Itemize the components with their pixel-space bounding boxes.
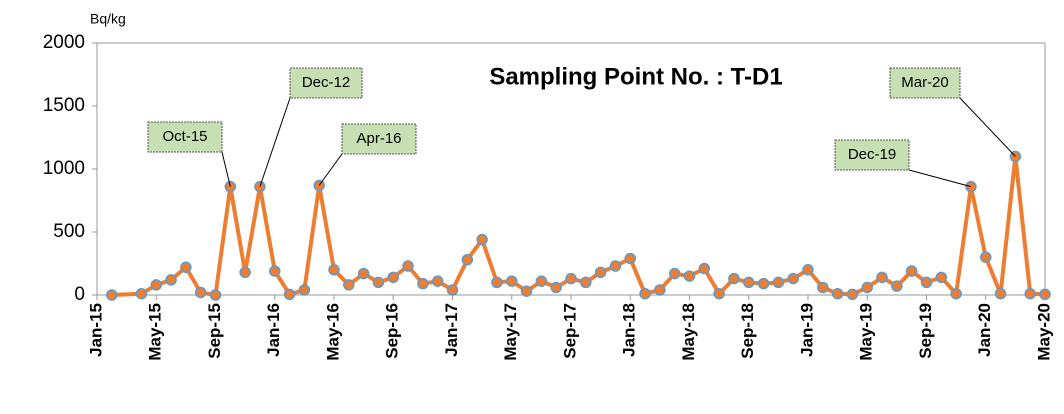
x-tick-label: Jan-18 <box>620 303 639 357</box>
data-point <box>491 276 503 289</box>
data-point <box>135 287 148 300</box>
data-point <box>668 267 681 280</box>
data-point <box>535 275 548 287</box>
data-point <box>1024 287 1036 300</box>
data-point <box>757 277 770 290</box>
data-point <box>106 289 118 301</box>
data-point <box>891 280 903 292</box>
data-point <box>165 274 177 286</box>
data-point <box>609 260 622 272</box>
data-point <box>994 287 1007 300</box>
x-tick-label: Jan-19 <box>797 303 816 357</box>
data-point <box>817 281 829 294</box>
data-point <box>476 233 488 246</box>
data-point <box>283 288 296 301</box>
data-point <box>772 276 785 289</box>
callout-leader <box>259 97 291 187</box>
x-tick-label: Jan-17 <box>442 303 461 357</box>
y-tick-label: 500 <box>53 221 85 242</box>
data-point <box>343 279 355 291</box>
data-point <box>580 276 592 289</box>
data-point <box>180 261 192 274</box>
x-tick-label: Jan-20 <box>975 303 994 357</box>
data-point <box>743 276 755 289</box>
data-point <box>239 266 251 279</box>
data-point <box>683 270 696 282</box>
callout-text: Apr-16 <box>356 130 401 147</box>
data-point <box>565 272 577 285</box>
data-point <box>728 272 740 285</box>
callout-box <box>147 121 223 153</box>
data-point <box>950 287 962 300</box>
callout-leader <box>908 169 972 188</box>
x-tick-label: May-20 <box>1034 303 1053 361</box>
callout-leader <box>318 153 343 186</box>
x-tick-label: Sep-18 <box>738 303 757 359</box>
y-tick-label: 0 <box>74 284 85 305</box>
data-point <box>787 272 799 285</box>
y-unit-label: Bq/kg <box>90 11 126 27</box>
series-line <box>111 154 1046 297</box>
callout-box <box>834 139 910 171</box>
data-point <box>846 288 859 301</box>
data-point <box>713 287 725 300</box>
y-tick-label: 2000 <box>43 32 85 53</box>
callout-leader <box>959 97 1016 157</box>
data-point <box>520 285 533 297</box>
data-point <box>920 276 933 289</box>
data-point <box>461 253 474 266</box>
data-point <box>802 264 814 276</box>
x-tick-label: May-17 <box>501 303 520 361</box>
x-tick-label: May-15 <box>146 303 165 361</box>
chart-title: Sampling Point No. : T-D1 <box>489 63 782 90</box>
data-point <box>935 271 948 284</box>
data-point <box>431 275 444 287</box>
data-point <box>654 284 666 296</box>
x-tick-label: Sep-15 <box>205 303 224 359</box>
x-tick-label: May-18 <box>679 303 698 361</box>
callout-text: Dec-19 <box>848 146 896 163</box>
callout-box <box>889 67 961 99</box>
data-point <box>417 277 429 290</box>
data-point <box>594 266 607 279</box>
x-tick-label: Jan-15 <box>86 303 105 357</box>
data-point <box>1039 288 1051 301</box>
data-point <box>387 271 399 284</box>
data-point <box>150 279 162 291</box>
callout-text: Oct-15 <box>162 128 207 145</box>
x-tick-label: Jan-16 <box>264 303 283 357</box>
callout-leader <box>221 151 231 187</box>
x-tick-label: Sep-17 <box>560 303 579 359</box>
data-point <box>402 260 414 272</box>
data-point <box>698 262 711 275</box>
data-point <box>550 281 562 294</box>
x-tick-label: May-16 <box>323 303 342 361</box>
y-tick-label: 1500 <box>43 95 85 116</box>
data-point <box>624 252 636 265</box>
data-point <box>639 287 651 300</box>
data-point <box>298 284 311 296</box>
data-point <box>209 289 222 301</box>
data-point <box>372 276 385 289</box>
x-tick-label: May-19 <box>857 303 876 361</box>
x-tick-label: Sep-16 <box>383 303 402 359</box>
callout-box <box>341 123 417 155</box>
data-point <box>446 284 459 296</box>
x-tick-label: Sep-19 <box>916 303 935 359</box>
data-point <box>357 267 370 280</box>
callout-text: Dec-12 <box>302 74 350 91</box>
callout-text: Mar-20 <box>901 74 949 91</box>
data-point <box>328 264 340 276</box>
data-point <box>980 251 992 263</box>
callout-box <box>289 67 363 99</box>
data-point <box>905 265 918 277</box>
data-point <box>876 271 888 284</box>
data-point <box>194 286 207 299</box>
y-tick-label: 1000 <box>43 158 85 179</box>
data-point <box>269 265 281 277</box>
data-point <box>831 287 844 300</box>
data-point <box>506 275 518 287</box>
data-point <box>861 281 873 294</box>
